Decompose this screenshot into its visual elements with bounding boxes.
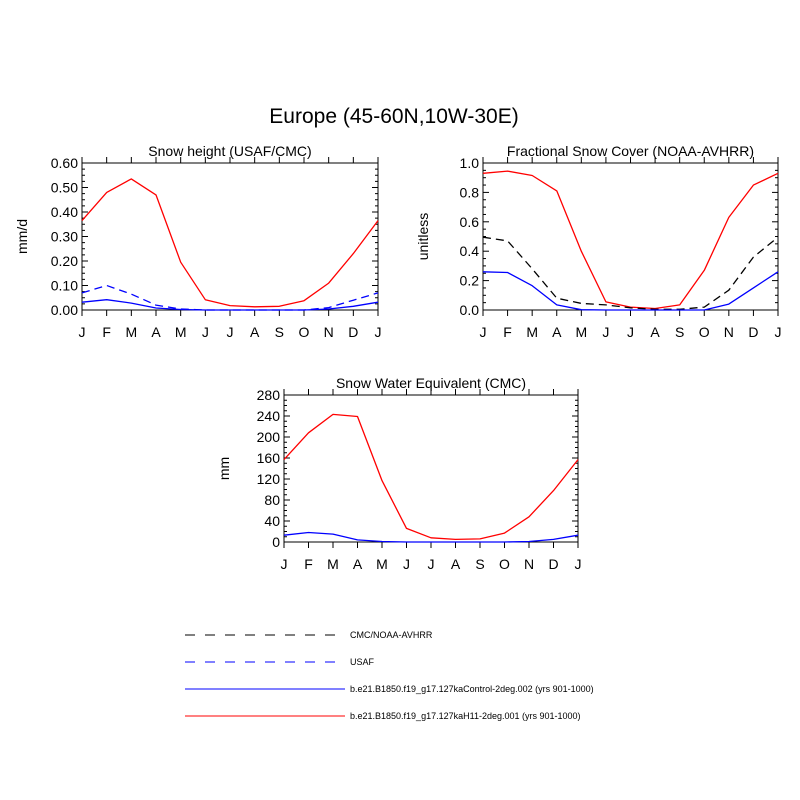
x-tick-label: A	[151, 324, 161, 340]
x-tick-label: O	[499, 556, 510, 572]
y-tick-label: 0.50	[51, 180, 78, 196]
legend: CMC/NOAA-AVHRR USAF b.e21.B1850.f19_g17.12…	[185, 630, 594, 721]
y-axis-label: mm/d	[14, 219, 30, 254]
legend-item: USAF	[185, 657, 375, 667]
x-tick-label: D	[548, 556, 558, 572]
x-tick-label: J	[79, 324, 86, 340]
x-tick-label: S	[675, 324, 684, 340]
x-tick-label: M	[327, 556, 339, 572]
x-tick-label: J	[627, 324, 634, 340]
chart-panel-3: Snow Water Equivalent (CMC) mm 0 40 80 120 160…	[216, 375, 582, 572]
plot-frame	[283, 394, 579, 543]
y-axis-label: unitless	[415, 213, 431, 260]
panels: Snow height (USAF/CMC)mm/d0.000.100.200.…	[14, 143, 782, 572]
chart-panel-1: Snow height (USAF/CMC) mm/d 0.00 0.10 0.20 0.…	[14, 143, 382, 340]
series-line-1	[81, 178, 379, 308]
x-tick-label: J	[281, 556, 288, 572]
x-tick-label: M	[376, 556, 388, 572]
x-tick-label: J	[227, 324, 234, 340]
panel-title: Snow height (USAF/CMC)	[148, 143, 311, 159]
x-tick-label: N	[324, 324, 334, 340]
x-tick-label: F	[304, 556, 313, 572]
y-tick-label: 1.0	[460, 155, 480, 171]
y-tick-label: 0.4	[460, 243, 480, 259]
x-tick-label: M	[575, 324, 587, 340]
x-tick-label: A	[353, 556, 363, 572]
x-tick-label: A	[650, 324, 660, 340]
legend-item: b.e21.B1850.f19_g17.127kaH11-2deg.001 (y…	[185, 711, 581, 721]
x-tick-label: J	[375, 324, 382, 340]
panel-title: Snow Water Equivalent (CMC)	[336, 375, 526, 391]
x-tick-label: M	[526, 324, 538, 340]
x-tick-label: D	[748, 324, 758, 340]
series-line-1	[482, 170, 779, 310]
x-tick-label: J	[575, 556, 582, 572]
y-tick-label: 240	[257, 408, 281, 424]
x-tick-label: N	[524, 556, 534, 572]
y-tick-label: 120	[257, 471, 281, 487]
series-line-3	[482, 271, 779, 311]
x-tick-label: A	[451, 556, 461, 572]
y-tick-label: 0.10	[51, 278, 78, 294]
x-tick-label: O	[299, 324, 310, 340]
legend-label: USAF	[350, 657, 375, 667]
y-tick-label: 0.20	[51, 253, 78, 269]
y-tick-label: 0.00	[51, 302, 78, 318]
x-tick-label: J	[428, 556, 435, 572]
x-tick-label: A	[552, 324, 562, 340]
y-tick-label: 0.0	[460, 302, 480, 318]
x-tick-label: D	[348, 324, 358, 340]
x-tick-label: F	[102, 324, 111, 340]
y-tick-label: 200	[257, 429, 281, 445]
y-tick-label: 0	[272, 534, 280, 550]
y-tick-label: 0.40	[51, 204, 78, 220]
legend-label: CMC/NOAA-AVHRR	[350, 630, 433, 640]
y-tick-label: 160	[257, 450, 281, 466]
y-tick-label: 80	[264, 492, 280, 508]
series-line-1	[283, 413, 579, 541]
series-line-2	[81, 299, 379, 311]
x-tick-label: A	[250, 324, 260, 340]
legend-label: b.e21.B1850.f19_g17.127kaControl-2deg.00…	[350, 684, 594, 694]
y-axis-label: mm	[216, 457, 232, 480]
plot-frame	[81, 162, 379, 311]
series-line-2	[482, 236, 779, 310]
x-tick-label: F	[503, 324, 512, 340]
panel-title: Fractional Snow Cover (NOAA-AVHRR)	[507, 143, 754, 159]
legend-item: CMC/NOAA-AVHRR	[185, 630, 433, 640]
series-line-2	[283, 531, 579, 543]
plot-frame	[482, 162, 779, 311]
x-tick-label: S	[275, 324, 284, 340]
y-tick-label: 280	[257, 387, 281, 403]
x-tick-label: J	[480, 324, 487, 340]
y-tick-label: 0.30	[51, 229, 78, 245]
y-tick-label: 40	[264, 513, 280, 529]
chart-panel-2: Fractional Snow Cover (NOAA-AVHRR) unitle…	[415, 143, 782, 340]
x-tick-label: O	[699, 324, 710, 340]
x-tick-label: N	[724, 324, 734, 340]
figure-title: Europe (45-60N,10W-30E)	[269, 105, 518, 128]
series-line-3	[81, 284, 379, 311]
legend-label: b.e21.B1850.f19_g17.127kaH11-2deg.001 (y…	[350, 711, 581, 721]
legend-item: b.e21.B1850.f19_g17.127kaControl-2deg.00…	[185, 684, 594, 694]
x-tick-label: M	[125, 324, 137, 340]
x-tick-label: J	[775, 324, 782, 340]
x-tick-label: J	[403, 556, 410, 572]
y-tick-label: 0.60	[51, 155, 78, 171]
y-tick-label: 0.8	[460, 184, 480, 200]
x-tick-label: M	[175, 324, 187, 340]
y-tick-label: 0.2	[460, 273, 480, 289]
x-tick-label: S	[475, 556, 484, 572]
y-tick-label: 0.6	[460, 214, 480, 230]
x-tick-label: J	[602, 324, 609, 340]
x-tick-label: J	[202, 324, 209, 340]
